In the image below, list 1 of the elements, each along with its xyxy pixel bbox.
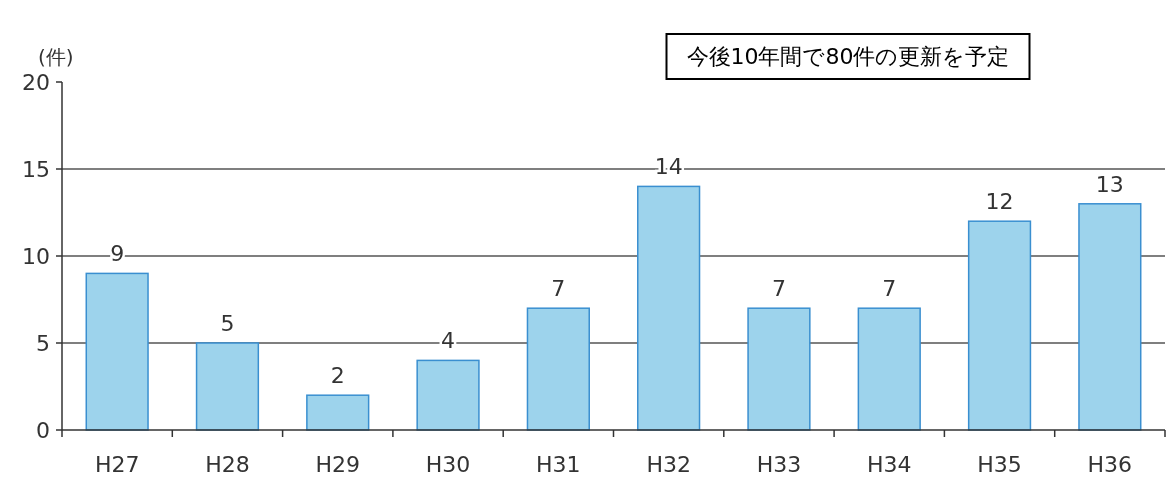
annotation: 今後10年間で80件の更新を予定 xyxy=(686,44,1010,69)
